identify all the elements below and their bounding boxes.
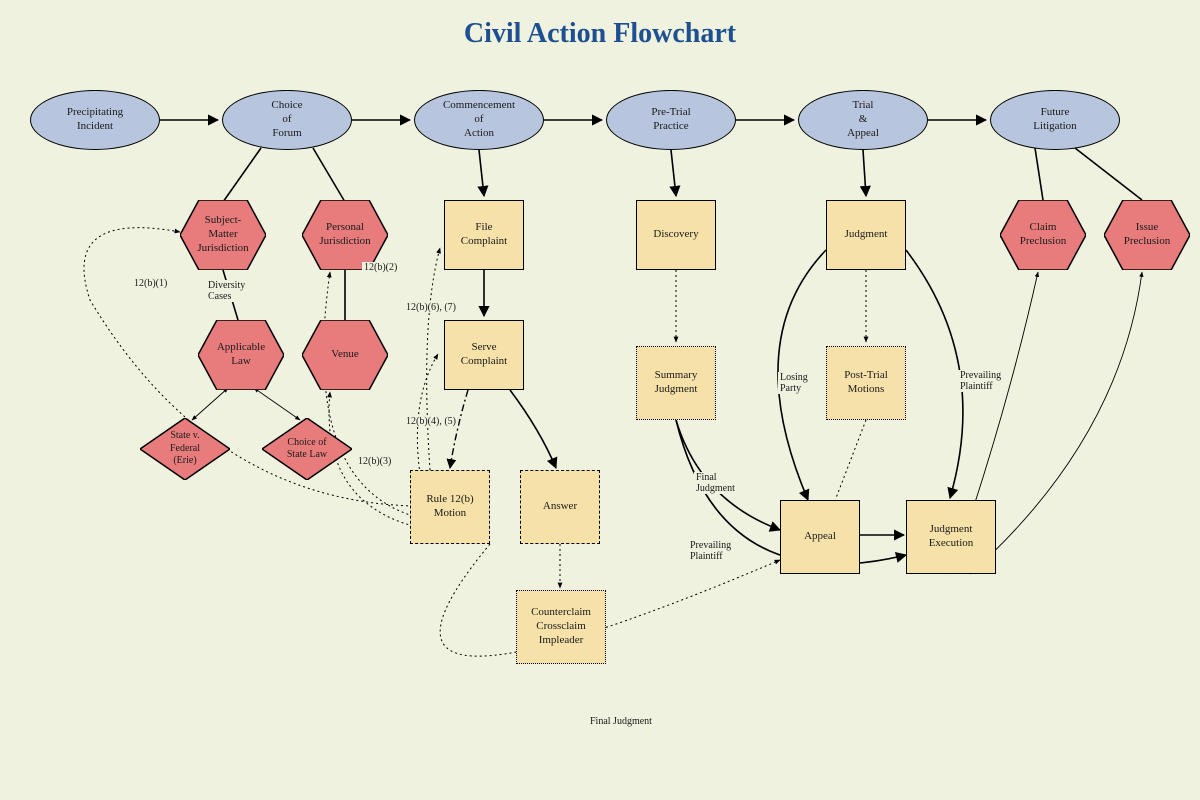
edge-e12 bbox=[479, 150, 484, 196]
node-ccc: CounterclaimCrossclaimImpleader bbox=[516, 590, 606, 664]
edge-e15 bbox=[510, 390, 556, 468]
node-appeal: Appeal bbox=[780, 500, 860, 574]
flowchart-canvas: Civil Action Flowchart PrecipitatingInci… bbox=[0, 0, 1200, 800]
edge-label: FinalJudgment bbox=[694, 472, 737, 494]
edge-e27 bbox=[1035, 148, 1043, 200]
edge-e24 bbox=[836, 420, 866, 498]
node-precipitating: PrecipitatingIncident bbox=[30, 90, 160, 150]
edge-label: 12(b)(1) bbox=[132, 278, 169, 289]
edge-e6 bbox=[223, 148, 261, 202]
node-forum: ChoiceofForum bbox=[222, 90, 352, 150]
node-erie: State v.Federal(Erie) bbox=[140, 418, 230, 480]
edge-label: 12(b)(3) bbox=[356, 456, 393, 467]
edge-e14 bbox=[450, 390, 468, 468]
node-trial: Trial&Appeal bbox=[798, 90, 928, 150]
edge-e19 bbox=[863, 150, 866, 196]
edge-label: 12(b)(4), (5) bbox=[404, 416, 458, 427]
edge-e17 bbox=[671, 150, 676, 196]
edge-label: PrevailingPlaintiff bbox=[958, 370, 1003, 392]
node-choicelaw: Choice ofState Law bbox=[262, 418, 352, 480]
edge-e7 bbox=[313, 148, 345, 202]
node-servecomp: ServeComplaint bbox=[444, 320, 524, 390]
edge-label: PrevailingPlaintiff bbox=[688, 540, 733, 562]
node-sumjudg: SummaryJudgment bbox=[636, 346, 716, 420]
node-judgexec: JudgmentExecution bbox=[906, 500, 996, 574]
edge-e10 bbox=[192, 388, 228, 420]
node-rule12b: Rule 12(b)Motion bbox=[410, 470, 490, 544]
edge-label: 12(b)(2) bbox=[362, 262, 399, 273]
edge-e28 bbox=[1075, 148, 1142, 200]
edge-e11 bbox=[254, 388, 300, 420]
node-answer: Answer bbox=[520, 470, 600, 544]
node-pretrial: Pre-TrialPractice bbox=[606, 90, 736, 150]
edge-e35 bbox=[427, 248, 440, 470]
node-judgment: Judgment bbox=[826, 200, 906, 270]
node-filecomp: FileComplaint bbox=[444, 200, 524, 270]
node-appllaw: ApplicableLaw bbox=[198, 320, 284, 390]
node-discovery: Discovery bbox=[636, 200, 716, 270]
edge-e22 bbox=[906, 250, 963, 498]
chart-title: Civil Action Flowchart bbox=[0, 18, 1200, 50]
edge-label: LosingParty bbox=[778, 372, 810, 394]
node-pj: PersonalJurisdiction bbox=[302, 200, 388, 270]
node-venue: Venue bbox=[302, 320, 388, 390]
node-future: FutureLitigation bbox=[990, 90, 1120, 150]
node-claimprec: ClaimPreclusion bbox=[1000, 200, 1086, 270]
edge-e34 bbox=[417, 354, 438, 474]
edge-label: Final Judgment bbox=[588, 716, 654, 727]
node-commencement: CommencementofAction bbox=[414, 90, 544, 150]
node-issueprec: IssuePreclusion bbox=[1104, 200, 1190, 270]
node-posttrial: Post-TrialMotions bbox=[826, 346, 906, 420]
edge-label: DiversityCases bbox=[206, 280, 247, 302]
edge-label: 12(b)(6), (7) bbox=[404, 302, 458, 313]
node-smj: Subject-MatterJurisdiction bbox=[180, 200, 266, 270]
